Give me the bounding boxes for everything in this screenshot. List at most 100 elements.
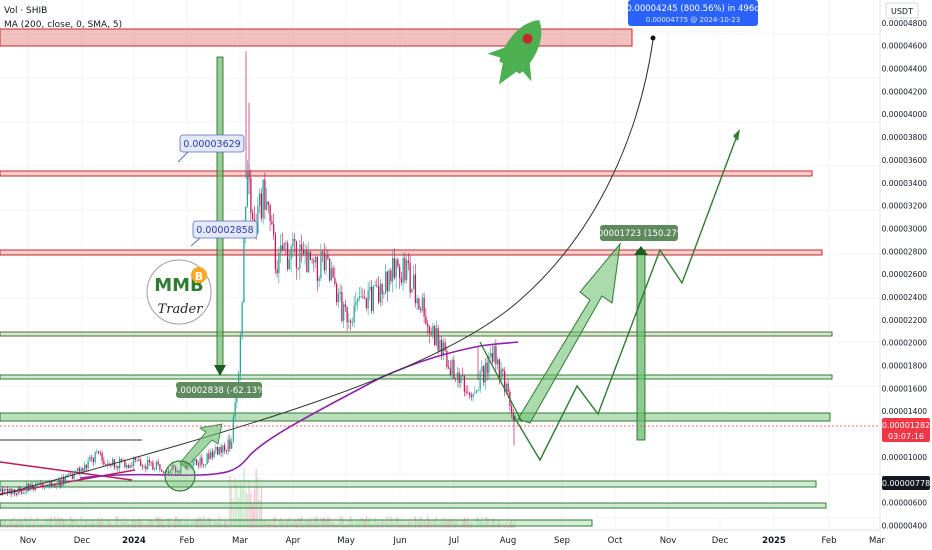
- volume-bar: [115, 516, 117, 528]
- candle-body: [334, 277, 336, 284]
- label-top-target[interactable]: 0.00004245 (800.56%) in 496d 0.00004775 …: [626, 0, 760, 26]
- candle-body: [94, 452, 96, 462]
- candle-body: [159, 464, 161, 470]
- candle-body: [269, 204, 271, 221]
- candle-body: [166, 471, 168, 473]
- volume-bar: [425, 521, 427, 528]
- candle-body: [82, 468, 84, 471]
- candle-body: [229, 439, 231, 449]
- support-zones: [0, 331, 833, 527]
- candle-body: [505, 383, 508, 392]
- candle-body: [222, 445, 224, 453]
- volume-bar: [330, 522, 333, 528]
- candle-body: [372, 285, 375, 311]
- candle-body: [346, 306, 348, 322]
- candle-body: [266, 201, 268, 210]
- candle-body: [96, 451, 98, 453]
- candle-body: [66, 474, 68, 478]
- candle-body: [343, 304, 345, 321]
- volume-bar: [29, 516, 32, 528]
- candle-body: [225, 450, 228, 452]
- candle-body: [49, 480, 51, 486]
- volume-bar: [386, 516, 389, 528]
- svg-text:0.00004775 @ 2024-10-23: 0.00004775 @ 2024-10-23: [646, 16, 740, 24]
- big-projection-arrow: [517, 242, 621, 424]
- y-tick-label: 0.00004200: [882, 87, 928, 96]
- volume-bar: [22, 522, 25, 528]
- candle-body: [115, 465, 117, 468]
- volume-bar: [201, 518, 203, 528]
- candle-body: [73, 472, 75, 479]
- volume-bar: [306, 519, 308, 528]
- volume-bar: [259, 499, 261, 528]
- candle-body: [56, 485, 58, 487]
- time-axis[interactable]: Nov Dec 2024 Feb Mar Apr May Jun Jul Aug Sep Oct Nov…: [0, 529, 886, 550]
- volume-bar: [124, 522, 126, 528]
- volume-bar: [416, 520, 418, 528]
- candle-body: [206, 453, 208, 465]
- candle-body: [162, 471, 165, 473]
- volume-bar: [92, 519, 95, 528]
- volume-bar: [101, 518, 103, 528]
- candle-body: [344, 304, 347, 307]
- candle-body: [418, 298, 420, 310]
- candle-body: [117, 465, 119, 469]
- volume-bar: [320, 518, 322, 528]
- candle-body: [189, 467, 191, 469]
- price-axis[interactable]: USDT 0.000004000.000006000.000008000.000…: [879, 0, 932, 550]
- candle-body: [453, 360, 455, 379]
- candle-body: [327, 255, 329, 259]
- candle-body: [196, 459, 198, 465]
- candle-body: [404, 258, 406, 281]
- svg-text:0.00000778: 0.00000778: [882, 479, 930, 488]
- candle-body: [285, 242, 287, 244]
- candle-body: [152, 462, 154, 470]
- x-tick-label: Aug: [500, 536, 517, 546]
- candle-body: [437, 328, 439, 351]
- volume-bar: [131, 520, 133, 528]
- volume-bar: [441, 522, 443, 528]
- candle-body: [33, 488, 35, 491]
- candle-body: [407, 260, 410, 263]
- candle-body: [280, 245, 282, 253]
- volume-bar: [281, 520, 284, 528]
- candle-body: [103, 460, 105, 465]
- candle-body: [217, 446, 219, 455]
- candle-body: [362, 296, 364, 298]
- candle-body: [332, 268, 334, 278]
- candle-body: [325, 255, 327, 271]
- candle-body: [463, 375, 466, 392]
- candle-body: [91, 457, 93, 458]
- label-measure-down: -0.00002838 (-62.13%): [169, 382, 269, 398]
- candle-body: [448, 367, 450, 369]
- candle-body: [24, 491, 26, 493]
- logo-coin-symbol: B: [195, 270, 203, 283]
- candle-body: [241, 302, 243, 335]
- candle-body: [131, 465, 133, 467]
- volume-bar: [141, 522, 144, 528]
- volume-bar: [264, 520, 266, 528]
- candle-body: [456, 372, 459, 380]
- candle-body: [420, 309, 422, 311]
- volume-bar: [385, 521, 387, 528]
- volume-bar: [246, 493, 249, 528]
- candle-body: [465, 391, 467, 393]
- candle-body: [483, 366, 485, 383]
- candle-body: [180, 463, 182, 473]
- candle-body: [143, 466, 145, 468]
- candle-body: [124, 460, 126, 468]
- volume-bar: [159, 517, 161, 528]
- volume-bar: [73, 519, 75, 528]
- candle-body: [434, 326, 436, 346]
- candle-body: [493, 346, 495, 362]
- volume-bar: [409, 521, 411, 528]
- volume-bar: [470, 522, 473, 528]
- y-tick-label: 0.00000600: [882, 499, 928, 508]
- indicator-ma-legend[interactable]: MA (200, close, 0, SMA, 5): [4, 20, 122, 30]
- logo-letters: MMB: [154, 275, 204, 296]
- candle-body: [320, 251, 322, 279]
- candle-body: [308, 251, 310, 273]
- indicator-vol-legend[interactable]: Vol · SHIB: [4, 6, 47, 16]
- y-tick-label: 0.00002400: [882, 293, 928, 302]
